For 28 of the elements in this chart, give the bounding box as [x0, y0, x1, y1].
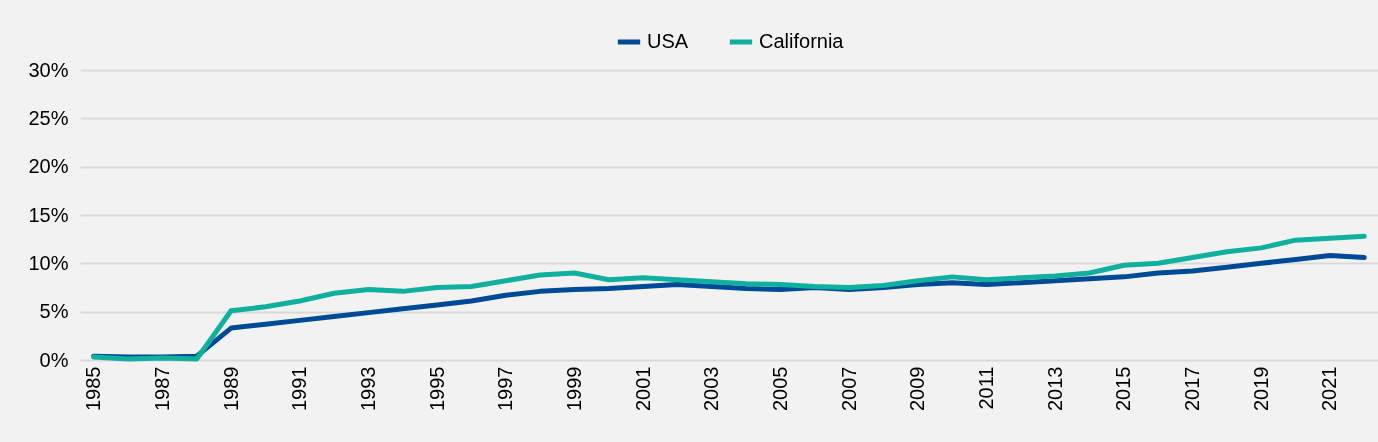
- y-tick-label: 0%: [39, 348, 69, 371]
- x-tick-label: 2021: [1318, 366, 1341, 411]
- x-tick-label: 2009: [906, 366, 929, 411]
- x-tick-label: 2015: [1112, 366, 1135, 411]
- x-tick-label: 2003: [700, 366, 723, 411]
- x-tick-label: 2013: [1043, 366, 1066, 411]
- x-tick-label: 2019: [1249, 366, 1272, 411]
- x-tick-label: 1985: [82, 366, 105, 411]
- x-tick-label: 2005: [769, 366, 792, 411]
- x-tick-label: 1995: [425, 366, 448, 411]
- x-tick-label: 2007: [837, 366, 860, 411]
- legend-label: California: [759, 30, 845, 52]
- y-tick-label: 20%: [28, 155, 69, 178]
- y-tick-label: 25%: [28, 106, 69, 129]
- x-tick-label: 1989: [219, 366, 242, 411]
- x-tick-label: 2017: [1181, 366, 1204, 411]
- x-tick-label: 2001: [631, 366, 654, 411]
- y-tick-label: 10%: [28, 251, 69, 274]
- x-tick-label: 1993: [356, 366, 379, 411]
- y-tick-label: 15%: [28, 203, 69, 226]
- x-tick-label: 1991: [288, 366, 311, 411]
- legend-label: USA: [647, 30, 689, 52]
- x-tick-label: 1999: [562, 366, 585, 411]
- y-tick-label: 30%: [28, 58, 69, 81]
- x-tick-label: 1997: [494, 366, 517, 411]
- y-tick-label: 5%: [39, 300, 69, 323]
- x-tick-label: 1987: [150, 366, 173, 411]
- x-tick-label: 2011: [975, 366, 998, 410]
